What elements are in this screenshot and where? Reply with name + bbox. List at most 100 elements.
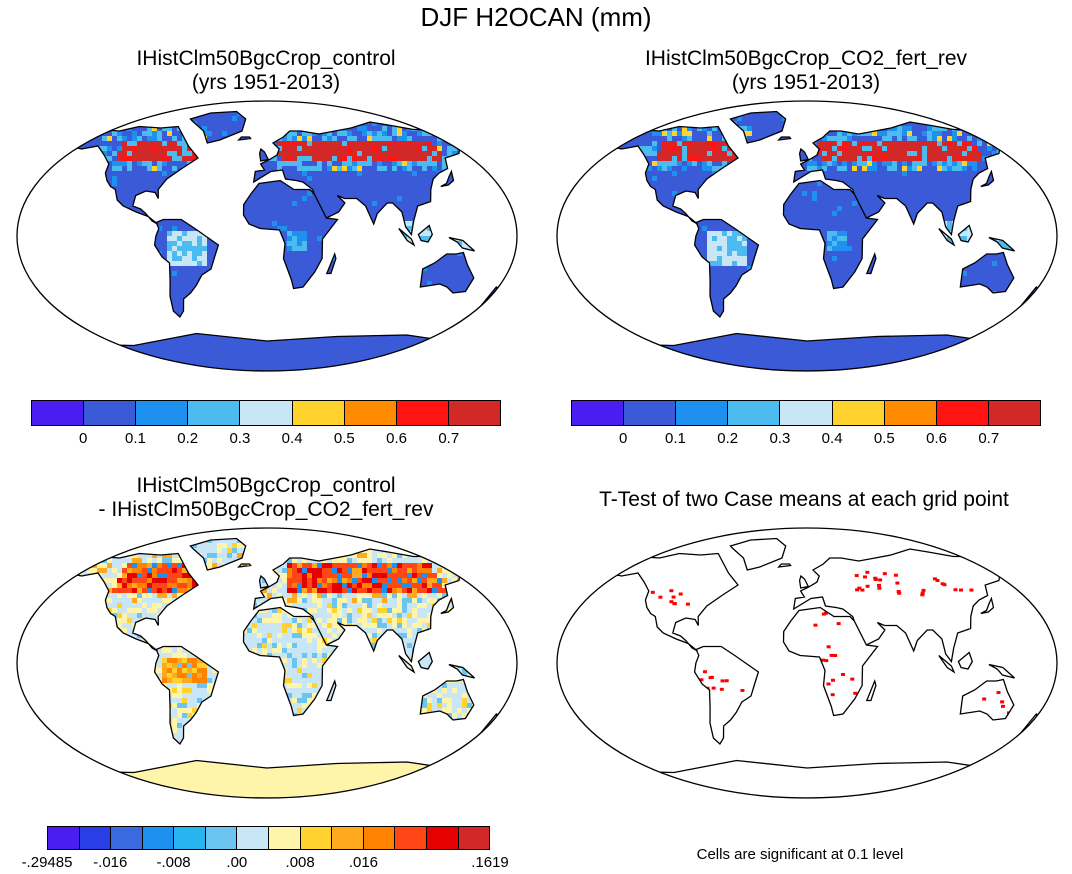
grid-cell — [152, 101, 157, 106]
grid-cell — [292, 306, 298, 312]
grid-cell — [457, 271, 463, 277]
grid-cell — [327, 206, 333, 212]
grid-cell — [312, 201, 318, 207]
grid-cell — [177, 196, 183, 202]
grid-cell — [422, 131, 428, 137]
grid-cell — [282, 321, 288, 327]
grid-cell — [262, 101, 267, 106]
grid-cell — [222, 141, 228, 147]
grid-cell — [97, 286, 103, 292]
grid-cell — [222, 291, 228, 297]
grid-cell — [47, 311, 52, 316]
grid-cell — [397, 186, 403, 192]
grid-cell — [357, 196, 363, 202]
grid-cell — [102, 106, 107, 111]
grid-cell — [322, 276, 328, 282]
grid-cell — [507, 166, 512, 171]
grid-cell — [377, 186, 383, 192]
grid-cell — [177, 261, 183, 267]
grid-cell — [217, 141, 223, 147]
grid-cell — [65, 321, 68, 327]
grid-cell — [37, 226, 42, 231]
grid-cell — [352, 146, 358, 152]
grid-cell — [442, 316, 448, 322]
grid-cell — [277, 131, 283, 137]
grid-cell — [112, 231, 118, 237]
grid-cell — [302, 241, 308, 247]
grid-cell — [507, 101, 512, 106]
grid-cell — [262, 256, 268, 262]
grid-cell — [37, 301, 42, 306]
grid-cell — [457, 176, 463, 182]
grid-cell — [232, 306, 238, 312]
grid-cell — [277, 226, 283, 232]
grid-cell — [342, 231, 348, 237]
grid-cell — [327, 321, 333, 327]
grid-cell — [152, 121, 158, 127]
grid-cell — [437, 216, 443, 222]
grid-cell — [497, 191, 502, 197]
grid-cell — [142, 236, 148, 242]
grid-cell — [65, 246, 68, 252]
grid-cell — [177, 216, 183, 222]
grid-cell — [242, 291, 248, 297]
grid-cell — [67, 131, 73, 137]
grid-cell — [362, 246, 368, 252]
grid-cell — [462, 301, 468, 307]
grid-cell — [482, 191, 488, 197]
grid-cell — [402, 161, 408, 167]
grid-cell — [282, 111, 288, 117]
grid-cell — [187, 211, 193, 217]
grid-cell — [482, 206, 488, 212]
grid-cell — [402, 211, 408, 217]
grid-cell — [317, 126, 323, 132]
grid-cell — [332, 321, 338, 327]
grid-cell — [87, 176, 93, 182]
grid-cell — [457, 256, 463, 262]
grid-cell — [492, 301, 498, 307]
grid-cell — [497, 266, 502, 272]
grid-cell — [147, 166, 153, 172]
grid-cell — [82, 291, 88, 297]
grid-cell — [427, 291, 433, 297]
grid-cell — [387, 141, 393, 147]
grid-cell — [422, 196, 428, 202]
grid-cell — [232, 161, 238, 167]
grid-cell — [467, 191, 473, 197]
grid-cell — [137, 266, 143, 272]
grid-cell — [382, 321, 388, 327]
grid-cell — [437, 141, 443, 147]
grid-cell — [282, 331, 288, 337]
grid-cell — [422, 291, 428, 297]
grid-cell — [397, 301, 403, 307]
grid-cell — [482, 241, 488, 247]
grid-cell — [467, 276, 473, 282]
grid-cell — [352, 291, 358, 297]
grid-cell — [427, 166, 433, 172]
grid-cell — [47, 121, 52, 126]
grid-cell — [387, 101, 392, 106]
grid-cell — [122, 251, 128, 257]
grid-cell — [112, 241, 118, 247]
grid-cell — [202, 216, 208, 222]
grid-cell — [352, 186, 358, 192]
grid-cell — [137, 181, 143, 187]
grid-cell — [162, 131, 168, 137]
grid-cell — [22, 251, 27, 256]
grid-cell — [402, 326, 408, 332]
grid-cell — [262, 201, 268, 207]
grid-cell — [247, 226, 253, 232]
grid-cell — [272, 206, 278, 212]
grid-cell — [17, 346, 22, 351]
grid-cell — [412, 211, 418, 217]
grid-cell — [72, 301, 78, 307]
grid-cell — [157, 211, 163, 217]
grid-cell — [457, 131, 463, 137]
grid-cell — [307, 301, 313, 307]
grid-cell — [477, 176, 483, 182]
grid-cell — [217, 151, 223, 157]
grid-cell — [192, 341, 198, 347]
grid-cell — [302, 306, 308, 312]
grid-cell — [507, 211, 512, 216]
grid-cell — [242, 331, 248, 337]
